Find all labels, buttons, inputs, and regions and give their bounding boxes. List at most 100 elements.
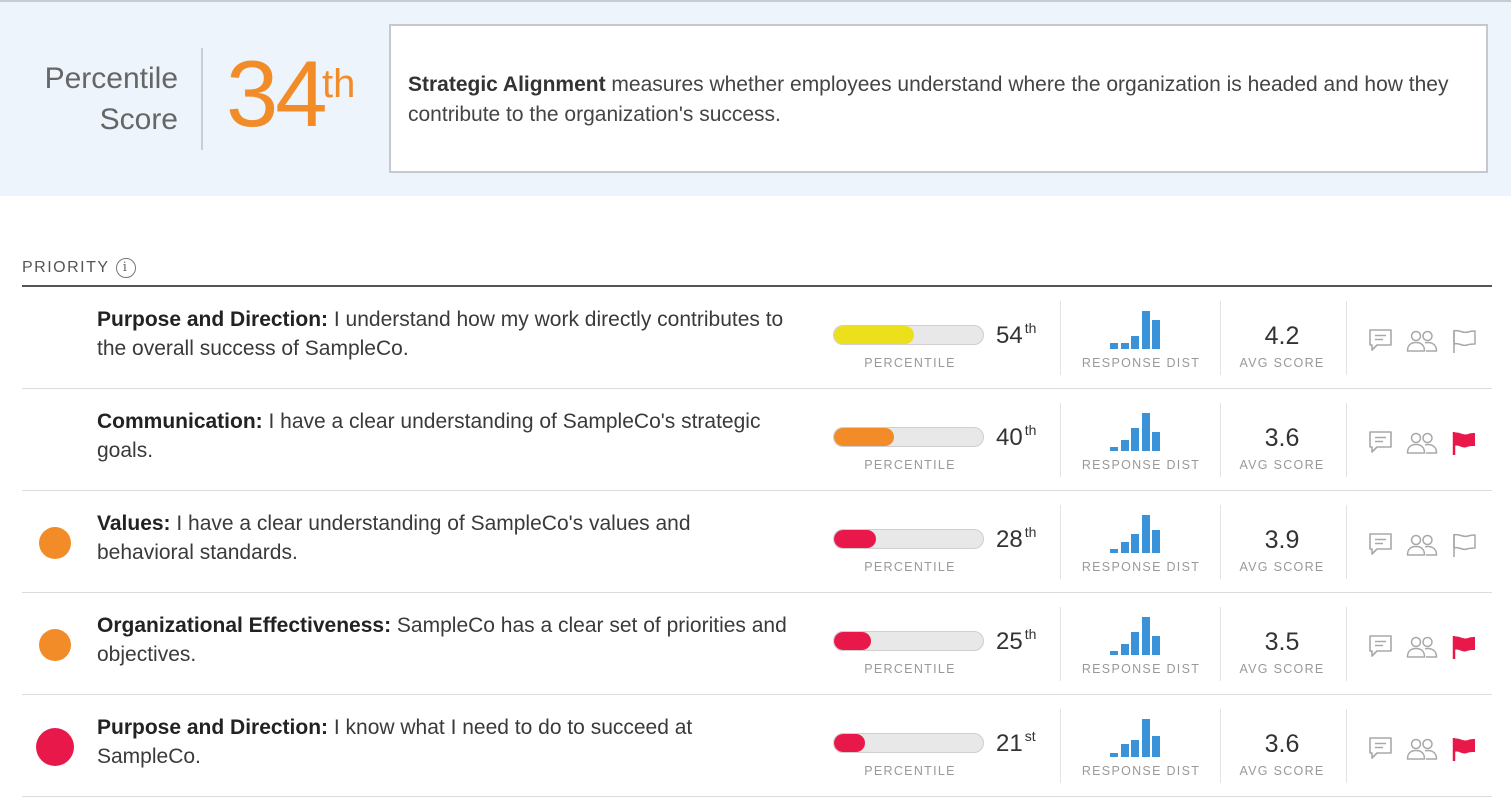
row-actions [1368, 531, 1477, 559]
question-statement: I understand how my work directly contri… [97, 308, 784, 360]
distribution-bar [1141, 515, 1150, 553]
percentile-bar-fill [834, 326, 915, 344]
comment-icon[interactable] [1368, 328, 1393, 354]
distribution-bar [1152, 320, 1160, 349]
comment-icon[interactable] [1368, 634, 1393, 660]
response-distribution-chart[interactable] [1110, 719, 1172, 757]
people-icon[interactable] [1406, 737, 1438, 761]
question-statement: I have a clear understanding of SampleCo… [97, 410, 761, 462]
percentile-suffix: th [1024, 320, 1037, 336]
column-separator [1220, 301, 1221, 375]
distribution-bar [1120, 542, 1129, 553]
comment-icon[interactable] [1368, 430, 1393, 456]
distribution-bar [1120, 343, 1129, 349]
distribution-bar [1152, 736, 1160, 757]
column-separator [1220, 403, 1221, 477]
top-border [0, 0, 1511, 2]
distribution-bar [1131, 740, 1139, 757]
flag-icon[interactable] [1451, 736, 1477, 762]
comment-icon[interactable] [1368, 736, 1393, 762]
distribution-bar [1141, 617, 1150, 655]
percentile-suffix: th [1024, 524, 1037, 540]
percentile-bar-fill [834, 734, 866, 752]
people-icon[interactable] [1406, 533, 1438, 557]
row-actions [1368, 633, 1477, 661]
percentile-score-suffix: th [322, 62, 356, 106]
flag-icon[interactable] [1451, 634, 1477, 660]
percentile-caption: PERCENTILE [864, 764, 956, 778]
question-text: Organizational Effectiveness: SampleCo h… [97, 611, 787, 669]
distribution-bar [1152, 530, 1160, 553]
row-actions [1368, 327, 1477, 355]
question-category: Purpose and Direction: [97, 308, 329, 331]
question-text: Communication: I have a clear understand… [97, 407, 787, 465]
comment-icon[interactable] [1368, 532, 1393, 558]
column-separator [1220, 709, 1221, 783]
percentile-bar-fill [834, 428, 894, 446]
percentile-number: 28 [996, 526, 1023, 553]
column-separator [1060, 709, 1061, 783]
avg-score-value: 3.6 [1264, 424, 1300, 452]
percentile-bar [833, 733, 984, 753]
distribution-bar [1141, 719, 1150, 757]
percentile-score-label: Percentile Score [30, 58, 178, 140]
distribution-bar [1152, 636, 1160, 655]
question-row: Communication: I have a clear understand… [22, 389, 1492, 491]
response-dist-caption: RESPONSE DIST [1081, 356, 1201, 370]
people-icon[interactable] [1406, 431, 1438, 455]
question-row: Purpose and Direction: I know what I nee… [22, 695, 1492, 797]
distribution-bar [1110, 343, 1118, 349]
info-icon[interactable]: i [115, 258, 136, 278]
distribution-bar [1141, 311, 1150, 349]
priority-column-header: PRIORITY i [22, 258, 136, 278]
column-separator [1060, 403, 1061, 477]
percentile-number: 21 [996, 730, 1023, 757]
row-actions [1368, 429, 1477, 457]
percentile-bar [833, 631, 984, 651]
response-dist-caption: RESPONSE DIST [1081, 662, 1201, 676]
percentile-caption: PERCENTILE [864, 356, 956, 370]
question-text: Purpose and Direction: I know what I nee… [97, 713, 787, 771]
distribution-bar [1120, 440, 1129, 451]
distribution-bar [1131, 632, 1139, 655]
response-dist-caption: RESPONSE DIST [1081, 764, 1201, 778]
avg-score-caption: AVG SCORE [1239, 662, 1325, 676]
avg-score-value: 3.6 [1264, 730, 1300, 758]
response-distribution-chart[interactable] [1110, 311, 1172, 349]
column-separator [1220, 607, 1221, 681]
flag-icon[interactable] [1451, 532, 1477, 558]
question-row: Purpose and Direction: I understand how … [22, 287, 1492, 389]
flag-icon[interactable] [1451, 430, 1477, 456]
response-distribution-chart[interactable] [1110, 617, 1172, 655]
percentile-caption: PERCENTILE [864, 458, 956, 472]
column-separator [1060, 301, 1061, 375]
response-distribution-chart[interactable] [1110, 515, 1172, 553]
flag-icon[interactable] [1451, 328, 1477, 354]
question-row: Organizational Effectiveness: SampleCo h… [22, 593, 1492, 695]
avg-score-caption: AVG SCORE [1239, 764, 1325, 778]
score-label-line2: Score [99, 103, 178, 136]
column-separator [1060, 607, 1061, 681]
people-icon[interactable] [1406, 329, 1438, 353]
percentile-number: 40 [996, 424, 1023, 451]
category-name: Strategic Alignment [408, 73, 606, 96]
priority-high-dot [36, 728, 74, 766]
row-actions [1368, 735, 1477, 763]
score-label-line1: Percentile [44, 62, 178, 95]
avg-score-value: 4.2 [1264, 322, 1300, 350]
distribution-bar [1131, 336, 1139, 349]
column-separator [1346, 301, 1347, 375]
response-distribution-chart[interactable] [1110, 413, 1172, 451]
people-icon[interactable] [1406, 635, 1438, 659]
distribution-bar [1141, 413, 1150, 451]
question-row: Values: I have a clear understanding of … [22, 491, 1492, 593]
percentile-bar [833, 529, 984, 549]
avg-score-caption: AVG SCORE [1239, 356, 1325, 370]
distribution-bar [1120, 744, 1129, 757]
distribution-bar [1131, 534, 1139, 553]
avg-score-caption: AVG SCORE [1239, 458, 1325, 472]
